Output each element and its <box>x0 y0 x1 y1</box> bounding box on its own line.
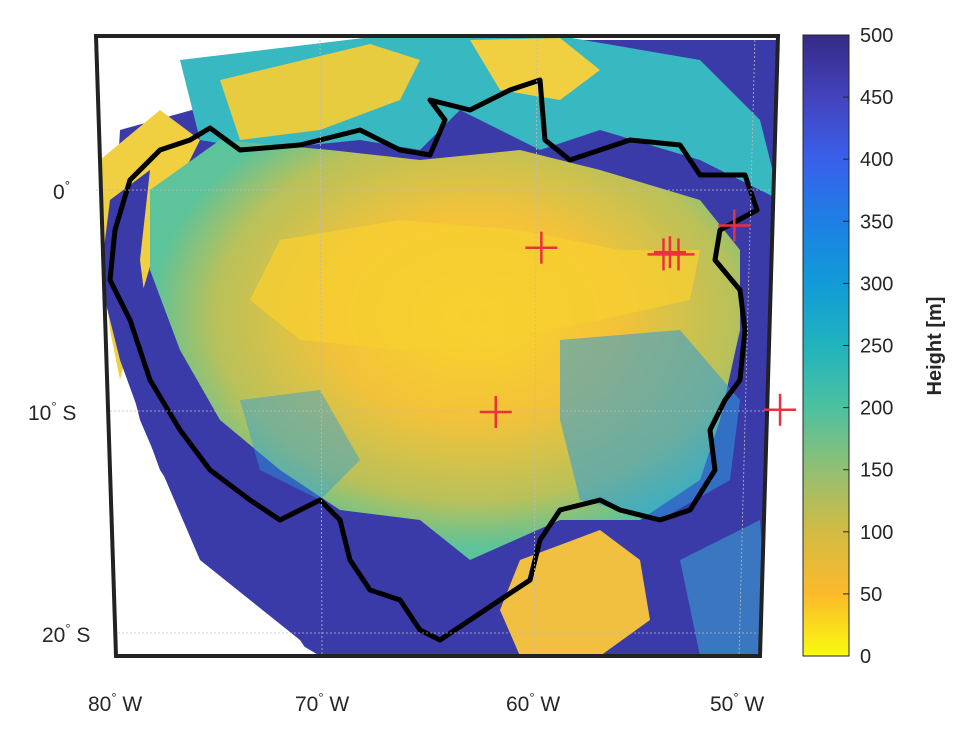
marker-site-5 <box>718 209 751 242</box>
map-frame <box>93 34 781 658</box>
colorbar-tick-label: 350 <box>860 211 893 233</box>
marker-site-4 <box>662 238 695 271</box>
marker-site-1 <box>525 231 558 264</box>
lon-label-80w: 80° W <box>88 690 142 716</box>
lat-labels: 0° 10° S 20° S <box>28 178 90 647</box>
colorbar-gradient <box>802 34 850 657</box>
colorbar-tick-label: 300 <box>860 273 893 295</box>
lon-label-50w: 50° W <box>710 690 764 716</box>
colorbar-tick-label: 500 <box>860 25 893 47</box>
marker-site-3 <box>653 236 686 269</box>
lon-label-60w: 60° W <box>506 690 560 716</box>
lon-label-70w: 70° W <box>295 690 349 716</box>
colorbar-tick-label: 250 <box>860 336 893 358</box>
marker-site-7 <box>764 393 797 426</box>
colorbar-tick-label: 0 <box>860 646 871 668</box>
basin-outline <box>107 77 760 643</box>
graticule <box>96 35 772 657</box>
colorbar-title: Height [m] <box>924 297 946 396</box>
lon-labels: 80° W 70° W 60° W 50° W <box>88 690 764 716</box>
colorbar-tick-label: 400 <box>860 149 893 171</box>
colorbar: 0 50 100 150 200 250 300 350 400 450 500 Height [m… <box>802 25 946 668</box>
lat-label-0: 0° <box>53 178 70 204</box>
colorbar-tick-label: 150 <box>860 460 893 482</box>
lat-label-10s: 10° S <box>28 399 76 425</box>
marker-site-6 <box>479 396 512 428</box>
colorbar-tick-label: 450 <box>860 87 893 109</box>
colorbar-ticks: 0 50 100 150 200 250 300 350 400 450 500 <box>843 25 893 668</box>
marker-layer <box>479 209 797 428</box>
colorbar-tick-label: 200 <box>860 398 893 420</box>
colorbar-tick-label: 100 <box>860 522 893 544</box>
lat-label-20s: 20° S <box>42 621 90 647</box>
colorbar-tick-label: 50 <box>860 584 882 606</box>
